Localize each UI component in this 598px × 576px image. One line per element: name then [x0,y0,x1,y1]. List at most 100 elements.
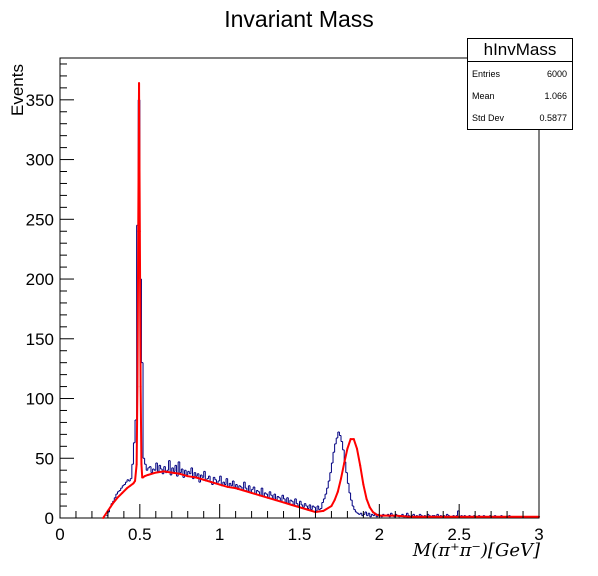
histogram-bin [332,451,335,464]
histogram-bin [283,495,286,500]
histogram-bin [144,458,147,465]
y-tick-label: 0 [45,509,54,528]
histogram-bin [340,435,343,443]
fit-curve-segment [162,470,173,474]
histogram-bin [324,493,327,499]
fit-curve-segment [394,514,413,518]
fit-curve-segment [362,483,368,500]
histogram-bin [329,472,332,481]
fit-curve-segment [242,489,253,494]
x-tick-label: 2 [375,525,384,544]
fit-curve-segment [134,463,138,482]
histogram-bin [322,498,326,503]
histogram-bin [348,483,351,494]
histogram-bin [300,501,303,506]
fit-curve-segment [135,385,139,466]
histogram-bin [351,500,354,507]
histogram-bin [321,501,324,509]
x-tick-label: 1.5 [288,525,312,544]
fit-curve-segment [202,478,213,484]
histogram-bin [257,490,260,493]
stats-entries-row: Entries 6000 [472,69,567,81]
histogram-bin [121,485,124,489]
histogram-bin [131,463,134,479]
histogram-bin [327,480,330,489]
histogram-bin [147,467,150,471]
stats-stddev-value: 0.5877 [539,113,567,123]
histogram-bin [319,507,322,510]
fit-curve-segment [343,447,349,465]
y-tick-label: 200 [26,270,54,289]
histogram-bin [313,506,316,508]
fit-curve-segment [194,476,205,481]
fit-curve-segment [365,497,371,509]
fit-curve-segment [210,481,221,486]
stats-box: hInvMass Entries 6000 Mean 1.066 Std Dev… [467,38,573,130]
fit-curve-segment [139,385,143,466]
fit-curve-segment [226,485,237,490]
fit-curve-series [102,82,540,519]
y-tick-label: 100 [26,390,54,409]
histogram-bin [407,513,410,517]
fit-curve-segment [266,496,277,502]
histogram-bin [326,487,329,495]
histogram-bin [244,482,247,489]
fit-curve-segment [178,472,189,478]
fit-curve-segment [290,503,301,509]
histogram-series [106,100,516,518]
fit-curve-segment [138,230,142,388]
fit-curve-segment [154,470,165,474]
x-tick-label: 0 [55,525,64,544]
fit-curve-segment [170,471,181,475]
histogram-bin [160,465,163,470]
fit-curve-segment [322,505,333,512]
x-tick-label: 1 [215,525,224,544]
histogram-bin [428,514,431,517]
tick-labels: 0 0.5 1 1.5 2 2.5 3 0 50 100 150 200 250 300 350 [26,91,544,544]
fit-curve-segment [186,475,197,479]
fit-curve-segment [116,491,124,499]
fit-curve-segment [250,491,261,497]
histogram-bin [447,514,450,517]
stats-entries-value: 6000 [546,69,567,79]
fit-curve-segment [359,464,365,486]
y-tick-label: 150 [26,330,54,349]
stats-mean-value: 1.066 [544,91,567,101]
fit-curve-segment [106,502,114,512]
fit-curve-segment [234,487,245,492]
histogram-bin [270,491,273,496]
histogram-bin [120,487,123,491]
x-tick-label: 0.5 [128,525,152,544]
histogram-bin [345,461,348,474]
fit-curve-segment [336,477,343,493]
histogram-bin [350,492,353,501]
histogram-bin [338,431,342,437]
fit-curve-segment [298,506,309,511]
x-axis-label: M(π⁺π⁻)[GeV] [412,540,540,561]
histogram-bin [217,480,220,484]
histogram-bin [118,490,121,492]
histogram-bin [132,442,136,465]
fit-curve-segment [218,483,229,488]
histogram-bin [140,279,144,364]
stats-mean-label: Mean [472,91,495,101]
fit-curve-segment [146,471,157,476]
histogram-bin [291,500,294,502]
histogram-bin [295,498,298,505]
fit-curve-segment [352,438,358,450]
fit-curve-segment [258,494,269,499]
histogram-bin [356,512,359,514]
fit-curve-segment [306,508,317,514]
fit-curve-segment [111,496,119,505]
fit-curve-segment [102,509,109,519]
y-tick-label: 300 [26,151,54,170]
fit-curve-segment [121,487,129,494]
fit-curve-segment [282,501,293,506]
fit-curve-segment [138,82,141,233]
histogram-bin [265,492,268,495]
y-tick-label: 250 [26,210,54,229]
histogram-bin [278,496,281,499]
histogram-bin [334,443,337,453]
axis-ticks [59,63,540,519]
